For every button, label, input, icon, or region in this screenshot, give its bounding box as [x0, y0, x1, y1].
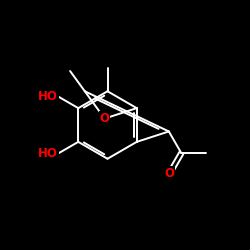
- Text: HO: HO: [38, 90, 58, 103]
- Text: O: O: [164, 167, 174, 180]
- Text: HO: HO: [38, 147, 58, 160]
- Text: O: O: [100, 112, 110, 125]
